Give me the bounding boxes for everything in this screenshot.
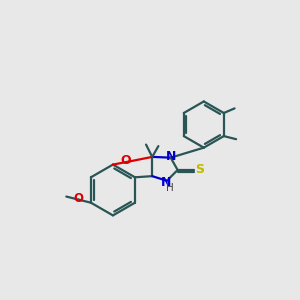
- Text: N: N: [161, 176, 171, 189]
- Text: S: S: [195, 164, 204, 176]
- Text: O: O: [121, 154, 131, 167]
- Text: H: H: [166, 184, 174, 194]
- Text: O: O: [74, 192, 84, 206]
- Text: N: N: [166, 150, 177, 164]
